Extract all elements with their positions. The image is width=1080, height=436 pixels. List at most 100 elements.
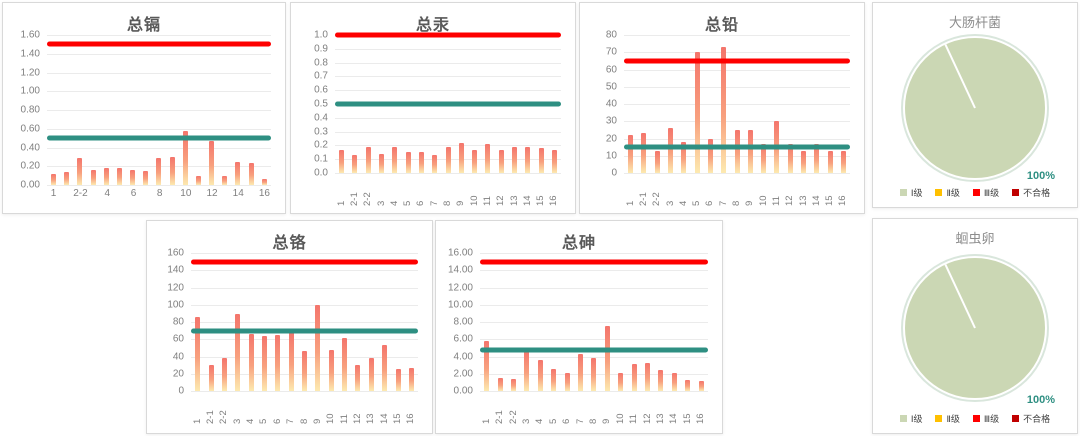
bar	[408, 367, 414, 391]
x-tick-slot: 4	[388, 176, 401, 208]
x-tick-label: 2-2	[651, 192, 663, 206]
bar	[235, 314, 241, 391]
x-tick-label: 14	[668, 413, 680, 424]
bar-slot	[139, 35, 152, 185]
y-tick-label: 30	[605, 115, 617, 127]
bar-slot	[810, 35, 823, 173]
bar-slot	[637, 35, 650, 173]
y-tick-label: 16.00	[447, 247, 473, 259]
y-tick-label: 8.00	[453, 316, 473, 328]
legend-item: 不合格	[1012, 412, 1050, 425]
x-tick-label: 2-1	[494, 410, 506, 424]
x-tick-slot: 10	[325, 394, 338, 426]
bar	[261, 335, 267, 391]
x-tick-slot: 5	[547, 394, 560, 426]
bar	[604, 326, 610, 391]
x-axis: 1 2-1 2-2 3 4 5 6 7 8 9 10 11 12 13 14 15 16	[191, 394, 418, 426]
legend-swatch	[935, 189, 943, 196]
y-tick-label: 0.7	[314, 70, 328, 82]
bar	[352, 155, 358, 173]
y-tick-label: 0	[611, 167, 617, 179]
pie-percent-label: 100%	[1026, 170, 1055, 182]
x-tick-label: 3	[664, 200, 676, 206]
gridline	[480, 356, 708, 358]
legend-item: Ⅲ级	[972, 412, 999, 425]
bar-slot	[47, 35, 60, 185]
bar	[472, 149, 478, 173]
gridline	[191, 287, 418, 289]
bar-slot	[677, 35, 690, 173]
bar-slot	[481, 35, 494, 173]
gridline	[480, 304, 708, 306]
x-tick-slot: 5	[401, 176, 414, 208]
y-tick-label: 1.0	[314, 29, 328, 41]
x-tick-slot: 12	[351, 394, 364, 426]
x-tick-label: 14	[521, 195, 533, 206]
x-tick-label: 7	[285, 418, 297, 424]
x-tick-slot	[88, 188, 101, 206]
x-tick-slot	[219, 188, 232, 206]
bar-slot	[651, 35, 664, 173]
legend: Ⅰ级 Ⅱ级 Ⅲ级 不合格	[873, 412, 1077, 425]
gridline	[191, 322, 418, 323]
bar	[432, 155, 438, 173]
gridline	[191, 339, 418, 341]
bar	[248, 334, 254, 391]
bar-slot	[365, 253, 378, 391]
gridline	[47, 147, 271, 149]
x-tick-slot: 11	[338, 394, 351, 426]
x-tick-label: 10	[757, 195, 769, 206]
x-tick-slot: 14	[378, 394, 391, 426]
pie-slice-level1	[903, 256, 1047, 400]
legend-swatch	[899, 189, 907, 196]
y-tick-label: 0.9	[314, 43, 328, 55]
bar-slot	[362, 35, 375, 173]
x-tick-label: 15	[824, 195, 836, 206]
bar-slot	[797, 35, 810, 173]
bar	[339, 149, 345, 173]
bar-slot	[375, 35, 388, 173]
x-tick-label: 15	[535, 195, 547, 206]
x-tick-slot: 12	[495, 176, 508, 208]
bar	[694, 52, 700, 173]
x-tick-label: 4	[534, 418, 546, 424]
gridline	[624, 104, 850, 105]
gridline	[624, 173, 850, 174]
y-tick-label: 1.00	[20, 85, 40, 97]
bar	[747, 129, 753, 173]
x-tick-slot: 15	[823, 176, 836, 208]
x-tick-slot: 11	[627, 394, 640, 426]
bar	[525, 146, 531, 173]
x-tick-slot: 2-1	[204, 394, 217, 426]
x-tick-slot: 15	[681, 394, 694, 426]
x-tick-slot: 14	[668, 394, 681, 426]
y-tick-label: 0.2	[314, 139, 328, 151]
gridline	[47, 91, 271, 93]
x-tick-slot: 1	[335, 176, 348, 208]
bar	[328, 349, 334, 391]
x-tick-slot: 3	[520, 394, 533, 426]
bar-slot	[574, 253, 587, 391]
bar	[368, 358, 374, 391]
gridline	[480, 270, 708, 272]
bar-slot	[166, 35, 179, 185]
chart-body: 16.00 14.00 12.00 10.00 8.00 6.00 4.00 2.00 0.00…	[436, 248, 722, 426]
bar-slot	[681, 253, 694, 391]
pie-chart: 100%	[895, 32, 1055, 184]
x-tick-label: 6	[704, 200, 716, 206]
y-tick-label: 40	[605, 98, 617, 110]
x-tick-slot: 14	[232, 188, 245, 206]
x-tick-label: 10	[180, 188, 192, 199]
bar	[169, 156, 175, 185]
y-tick-label: 0.00	[453, 385, 473, 397]
x-tick-label: 2-1	[205, 410, 217, 424]
bar	[208, 365, 214, 391]
x-tick-label: 4	[104, 188, 111, 199]
x-tick-slot: 4	[244, 394, 257, 426]
y-tick-label: 20	[605, 133, 617, 144]
pie-slice-level1	[903, 36, 1047, 180]
bar-slot	[668, 253, 681, 391]
bar-slot	[441, 35, 454, 173]
x-tick-label: 5	[258, 418, 270, 424]
